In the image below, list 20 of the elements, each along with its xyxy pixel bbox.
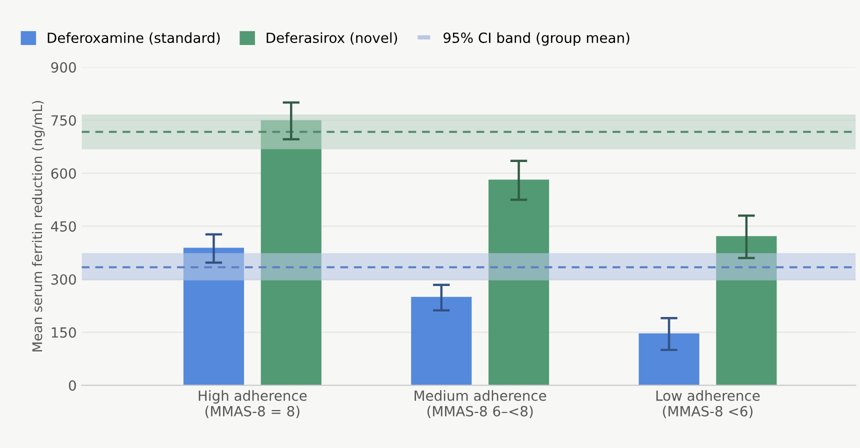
- y-tick-label: 0: [68, 380, 76, 391]
- y-tick-label: 750: [51, 115, 76, 126]
- x-tick-label: Medium adherence (MMAS-8 6–<8): [414, 390, 546, 418]
- y-tick-label: 450: [51, 221, 76, 232]
- bar: [716, 236, 777, 386]
- bar: [411, 296, 472, 386]
- bar: [488, 180, 550, 386]
- bar: [260, 120, 322, 386]
- legend-label: Deferasirox (novel): [266, 32, 398, 45]
- bar: [638, 333, 700, 386]
- legend-label: 95% CI band (group mean): [444, 32, 630, 46]
- y-axis-title: Mean serum ferritin reduction (ng/mL): [32, 100, 45, 352]
- y-tick-label: 300: [51, 274, 76, 285]
- y-tick-label: 900: [51, 62, 76, 73]
- y-tick-label: 600: [51, 168, 76, 179]
- bar: [183, 248, 244, 386]
- legend-label: Deferoxamine (standard): [48, 32, 220, 45]
- x-tick-label: High adherence (MMAS-8 = 8): [198, 390, 307, 418]
- y-tick-label: 150: [52, 327, 76, 338]
- x-tick-label: Low adherence (MMAS-8 <6): [656, 390, 760, 418]
